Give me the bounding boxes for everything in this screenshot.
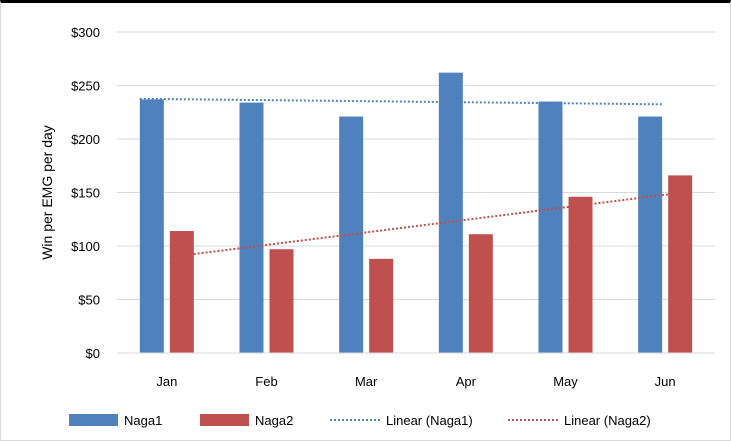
bar-naga1-mar [339,116,364,353]
x-tick-labels: Jan Feb Mar Apr May Jun [156,374,675,389]
bar-naga1-apr [438,72,463,353]
y-tick-label: $150 [71,186,100,201]
bar-naga2-apr [468,234,493,353]
y-tick-label: $200 [71,132,100,147]
y-tick-label: $250 [71,79,100,94]
bar-naga2-jun [668,175,693,353]
x-tick-label: Jun [655,374,676,389]
y-tick-label: $300 [71,25,100,40]
bars [139,72,693,354]
x-tick-label: Feb [255,374,277,389]
legend-swatch-naga1 [69,414,118,426]
y-tick-label: $50 [78,293,100,308]
bar-naga2-jan [169,231,194,353]
legend: Naga1 Naga2 Linear (Naga1) Linear (Naga2) [69,413,651,428]
y-axis-title: Win per EMG per day [39,125,55,260]
legend-label-naga2: Naga2 [255,413,293,428]
y-tick-label: $100 [71,239,100,254]
bar-naga1-jun [638,116,663,353]
trendline-naga1 [139,97,663,106]
x-tick-label: May [553,374,578,389]
bar-naga2-mar [369,258,394,353]
x-tick-label: Apr [456,374,477,389]
bar-naga1-jan [139,99,164,353]
x-tick-label: Mar [355,374,378,389]
bar-naga2-feb [269,249,294,353]
trendlines [139,97,693,259]
x-tick-label: Jan [156,374,177,389]
bar-naga1-may [538,101,563,353]
bar-naga2-may [568,196,593,353]
bar-naga1-feb [239,102,264,354]
legend-swatch-naga2 [200,414,249,426]
legend-label-naga1: Naga1 [124,413,162,428]
y-tick-label: $0 [86,346,100,361]
gridlines [117,31,715,300]
y-tick-labels: $0 $50 $100 $150 $200 $250 $300 [71,25,100,361]
legend-label-linear-naga1: Linear (Naga1) [386,413,473,428]
legend-label-linear-naga2: Linear (Naga2) [564,413,651,428]
